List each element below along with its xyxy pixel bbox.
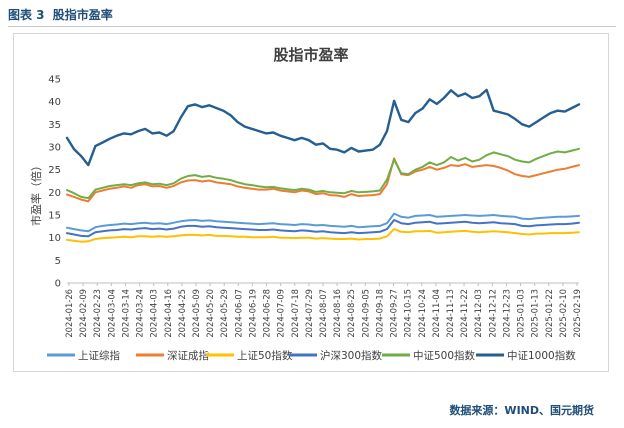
x-tick-label: 2024-11-13 <box>445 289 455 338</box>
pe-ratio-chart: 股指市盈率 市盈率（倍） 0 5 10 15 20 25 30 35 40 45 2024-01-… <box>29 46 582 362</box>
chart-legend: 上证综指 深证成指 上证50指数 沪深300指数 中证500指数 中证1000指数 <box>47 349 576 362</box>
legend-label: 深证成指 <box>167 349 209 362</box>
title-divider <box>8 26 616 27</box>
x-tick-label: 2024-03-14 <box>120 289 130 338</box>
x-tick-label: 2024-07-18 <box>290 289 300 338</box>
x-tick-label: 2025-01-03 <box>516 289 526 338</box>
x-tick-label: 2024-05-20 <box>205 289 215 338</box>
x-axis-ticks: 2024-01-26 2024-02-09 2024-02-23 2024-03-04… <box>64 283 582 338</box>
x-tick-label: 2024-05-09 <box>191 289 201 338</box>
legend-label: 上证50指数 <box>237 349 293 362</box>
data-source-note: 数据来源：WIND、国元期货 <box>449 404 594 417</box>
chart-panel: 股指市盈率 市盈率（倍） 0 5 10 15 20 25 30 35 40 45 2024-01-… <box>13 33 609 372</box>
series-line-5 <box>65 88 581 167</box>
x-tick-label: 2024-08-25 <box>346 289 356 338</box>
x-tick-label: 2024-07-29 <box>304 289 314 338</box>
x-tick-label: 2024-01-26 <box>64 289 74 338</box>
series-line-2 <box>66 228 580 243</box>
y-tick-label: 25 <box>48 165 61 176</box>
y-tick-label: 40 <box>48 97 61 108</box>
x-tick-label: 2024-09-18 <box>374 289 384 338</box>
y-axis-label: 市盈率（倍） <box>29 160 43 226</box>
x-tick-label: 2024-10-24 <box>417 289 427 338</box>
legend-label: 沪深300指数 <box>320 349 383 362</box>
x-tick-label: 2024-09-05 <box>360 289 370 338</box>
x-tick-label: 2024-12-23 <box>501 289 511 338</box>
x-tick-label: 2024-12-03 <box>473 289 483 338</box>
x-tick-label: 2024-10-15 <box>403 289 413 338</box>
x-tick-label: 2024-09-27 <box>389 289 399 338</box>
x-tick-label: 2024-05-29 <box>219 289 229 338</box>
x-tick-label: 2024-04-25 <box>177 289 187 338</box>
x-tick-label: 2024-08-16 <box>332 289 342 338</box>
y-tick-label: 5 <box>55 256 61 267</box>
x-tick-label: 2024-06-07 <box>233 289 243 338</box>
series-line-1 <box>66 157 580 203</box>
series-line-3 <box>66 219 580 238</box>
figure-title: 图表 3 股指市盈率 <box>8 6 117 23</box>
legend-label: 上证综指 <box>78 349 120 362</box>
series-line-0 <box>66 212 580 233</box>
y-tick-label: 35 <box>48 120 61 131</box>
y-tick-label: 0 <box>55 279 61 290</box>
x-tick-label: 2024-04-03 <box>149 289 159 338</box>
x-tick-label: 2024-02-23 <box>92 289 102 338</box>
x-tick-label: 2025-01-22 <box>544 289 554 338</box>
y-tick-label: 30 <box>48 143 61 154</box>
figure-caption: 股指市盈率 <box>52 8 113 22</box>
x-tick-label: 2024-06-28 <box>262 289 272 338</box>
x-tick-label: 2024-04-16 <box>163 289 173 338</box>
figure-label: 图表 3 <box>8 8 45 22</box>
x-tick-label: 2024-08-07 <box>318 289 328 338</box>
legend-label: 中证500指数 <box>413 349 476 362</box>
legend-label: 中证1000指数 <box>507 349 576 362</box>
series-line-4 <box>66 147 580 200</box>
series-lines <box>65 88 581 243</box>
y-axis-ticks: 0 5 10 15 20 25 30 35 40 45 <box>48 75 61 290</box>
x-tick-label: 2024-02-09 <box>78 289 88 338</box>
x-tick-label: 2024-07-09 <box>276 289 286 338</box>
y-tick-label: 10 <box>48 233 61 244</box>
x-tick-label: 2024-11-22 <box>459 289 469 338</box>
x-tick-label: 2024-03-04 <box>106 289 116 338</box>
x-tick-label: 2025-02-10 <box>558 289 568 338</box>
x-tick-label: 2024-03-24 <box>135 289 145 338</box>
chart-title: 股指市盈率 <box>273 46 348 64</box>
x-tick-label: 2024-12-12 <box>487 289 497 338</box>
y-tick-label: 45 <box>48 75 61 86</box>
x-tick-label: 2024-06-19 <box>247 289 257 338</box>
x-tick-label: 2025-02-19 <box>572 289 582 338</box>
y-tick-label: 15 <box>48 211 61 222</box>
x-tick-label: 2025-01-13 <box>530 289 540 338</box>
y-tick-label: 20 <box>48 188 61 199</box>
x-tick-label: 2024-11-04 <box>431 289 441 338</box>
